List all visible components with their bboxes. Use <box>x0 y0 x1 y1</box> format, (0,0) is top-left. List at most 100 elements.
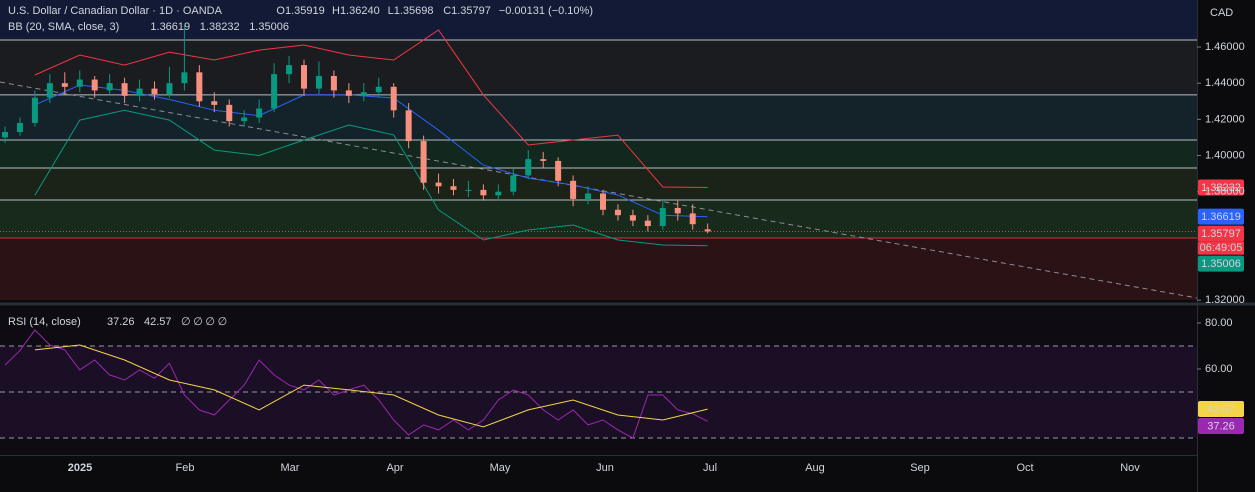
candle-body <box>241 117 248 122</box>
marks <box>0 25 1244 439</box>
price-tag-label: 42.57 <box>1207 403 1235 415</box>
candle-body <box>450 186 457 190</box>
legend-value: ∅ <box>205 316 215 328</box>
candle-body <box>674 207 681 214</box>
price-background <box>0 0 1197 300</box>
y-tick-label: 1.38000 <box>1205 186 1245 198</box>
y-tick-label: 1.44000 <box>1205 77 1245 89</box>
candle-body <box>136 88 143 96</box>
legend-value: 1.35006 <box>249 21 289 33</box>
bb-basis <box>34 84 708 218</box>
x-tick-label: Feb <box>176 462 195 474</box>
candle-body <box>570 180 577 199</box>
candle-body <box>31 97 38 123</box>
countdown-tag <box>1198 241 1244 255</box>
candle-body <box>211 101 218 105</box>
candle-body <box>689 213 696 225</box>
legend-value: L1.35698 <box>388 5 434 17</box>
candle-body <box>644 220 651 227</box>
x-tick-label: Jul <box>703 462 717 474</box>
candle-body <box>286 65 293 75</box>
labels: U.S. Dollar / Canadian Dollar · 1D · OAN… <box>8 5 1245 474</box>
legend-value: ∅ <box>181 316 191 328</box>
y-tick-label: 1.40000 <box>1205 149 1245 161</box>
bb-label: BB (20, SMA, close, 3) <box>8 21 119 33</box>
candle-body <box>375 86 382 93</box>
candle-body <box>196 72 203 102</box>
y-tick-label: 1.46000 <box>1205 41 1245 53</box>
rsi-zone <box>0 345 1197 439</box>
candle-body <box>226 104 233 122</box>
candle-body <box>510 175 517 192</box>
symbol-title: U.S. Dollar / Canadian Dollar · 1D · OAN… <box>8 5 223 17</box>
candle-body <box>301 65 307 89</box>
bb-upper <box>34 29 708 188</box>
zone <box>0 237 1197 300</box>
candle-body <box>330 75 337 91</box>
price-tag-label: 37.26 <box>1207 420 1235 432</box>
candle-body <box>121 83 128 96</box>
rsi-line <box>4 329 708 439</box>
legend-value: ∅ <box>218 316 228 328</box>
candle-body <box>480 189 487 196</box>
y-tick-label: 60.00 <box>1205 363 1233 375</box>
legend-value: 1.38232 <box>200 21 240 33</box>
candle-body <box>405 110 412 142</box>
x-tick-label: Mar <box>281 462 300 474</box>
x-tick-label: Aug <box>805 462 825 474</box>
legend-value: O1.35919 <box>276 5 324 17</box>
legend-value: 42.57 <box>144 316 172 328</box>
candle-body <box>629 215 636 221</box>
x-tick-label: Apr <box>386 462 403 474</box>
price-tag-label: 1.35006 <box>1201 258 1241 270</box>
zone <box>0 139 1197 168</box>
legend-value: C1.35797 <box>443 5 491 17</box>
candle-body <box>151 88 158 95</box>
candle-body <box>420 141 427 183</box>
price-tag-label: 1.36619 <box>1201 211 1241 223</box>
candle-body <box>61 83 68 87</box>
candle-body <box>91 79 98 91</box>
price-tag-label: 1.38232 <box>1201 182 1241 194</box>
candle-body <box>166 83 173 95</box>
candle-body <box>256 108 263 118</box>
bb-lower <box>34 109 708 247</box>
candle-body <box>271 74 278 109</box>
rsi-label: RSI (14, close) <box>8 316 81 328</box>
candle-body <box>614 209 621 216</box>
zone <box>0 0 1197 40</box>
candle-body <box>345 90 352 96</box>
candle-body <box>465 189 472 191</box>
legend-value: ∅ <box>193 316 203 328</box>
price-tag <box>1198 418 1244 435</box>
trend-line <box>0 81 1198 299</box>
candle-body <box>704 229 711 232</box>
candle-body <box>540 159 547 161</box>
price-tag <box>1198 255 1244 272</box>
price-tag-label: 1.35797 <box>1201 228 1241 240</box>
x-tick-label: 2025 <box>68 462 92 474</box>
x-tick-label: Oct <box>1016 462 1033 474</box>
price-tag <box>1198 179 1244 196</box>
candle-body <box>106 83 113 91</box>
candle-body <box>46 83 53 98</box>
zone <box>0 39 1197 95</box>
legend-value: H1.36240 <box>332 5 380 17</box>
price-tag <box>1198 208 1244 225</box>
x-tick-label: May <box>490 462 511 474</box>
candle-body <box>435 182 442 187</box>
countdown: 06:49:05 <box>1200 242 1243 254</box>
y-tick-label: 1.42000 <box>1205 113 1245 125</box>
candle-body <box>181 72 188 84</box>
x-tick-label: Nov <box>1120 462 1140 474</box>
x-tick-label: Jun <box>596 462 614 474</box>
candle-body <box>76 79 83 87</box>
candle-body <box>525 159 532 176</box>
zone <box>0 200 1197 238</box>
candle-body <box>2 132 8 138</box>
y-tick-label: 1.32000 <box>1205 294 1245 306</box>
candle-body <box>585 193 592 199</box>
legend-value: −0.00131 (−0.10%) <box>499 5 593 17</box>
